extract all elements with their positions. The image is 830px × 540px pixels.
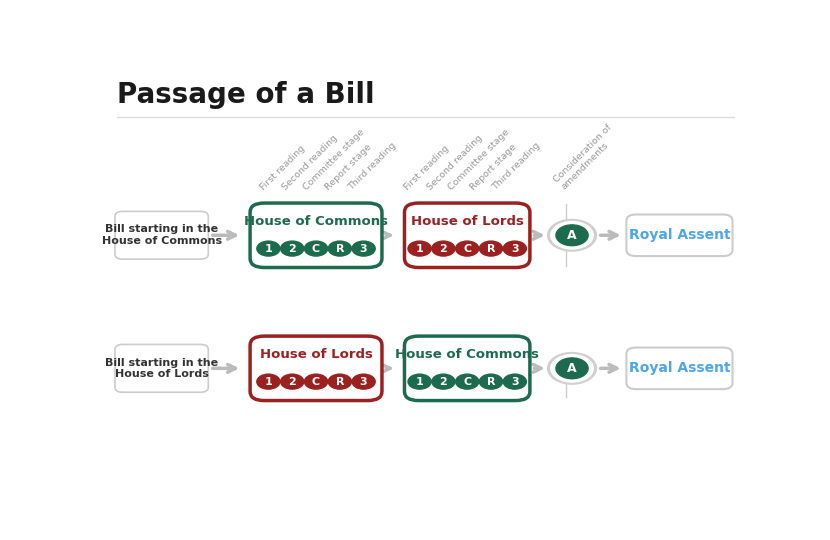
Text: Report stage: Report stage: [469, 142, 518, 192]
Text: R: R: [486, 244, 496, 254]
Text: Third reading: Third reading: [346, 140, 398, 192]
Text: House of Lords: House of Lords: [411, 215, 524, 228]
Text: C: C: [312, 244, 320, 254]
Text: R: R: [335, 376, 344, 387]
FancyBboxPatch shape: [250, 336, 382, 401]
Text: Second reading: Second reading: [281, 133, 339, 192]
Text: House of Commons: House of Commons: [244, 215, 388, 228]
Circle shape: [432, 374, 455, 389]
Text: 2: 2: [440, 376, 447, 387]
Text: C: C: [312, 376, 320, 387]
Text: Third reading: Third reading: [491, 140, 542, 192]
FancyBboxPatch shape: [404, 203, 530, 267]
Circle shape: [352, 241, 375, 256]
Circle shape: [556, 358, 588, 379]
Text: A: A: [567, 362, 577, 375]
Text: 2: 2: [288, 244, 296, 254]
Circle shape: [352, 374, 375, 389]
Circle shape: [456, 241, 479, 256]
Text: Committee stage: Committee stage: [447, 127, 511, 192]
Text: 1: 1: [265, 244, 272, 254]
Text: 3: 3: [511, 376, 519, 387]
Text: 2: 2: [440, 244, 447, 254]
Text: 1: 1: [416, 376, 423, 387]
Text: Consideration of
amendments: Consideration of amendments: [552, 123, 621, 192]
Circle shape: [548, 219, 597, 251]
Text: 1: 1: [265, 376, 272, 387]
Text: Passage of a Bill: Passage of a Bill: [116, 82, 374, 110]
Circle shape: [328, 241, 351, 256]
Circle shape: [551, 221, 593, 249]
Circle shape: [305, 241, 328, 256]
Text: House of Commons: House of Commons: [395, 348, 540, 361]
Circle shape: [408, 374, 431, 389]
Circle shape: [480, 241, 502, 256]
Text: 3: 3: [360, 244, 368, 254]
Text: Bill starting in the
House of Commons: Bill starting in the House of Commons: [101, 225, 222, 246]
Circle shape: [328, 374, 351, 389]
Text: 2: 2: [288, 376, 296, 387]
Circle shape: [503, 374, 526, 389]
Text: 3: 3: [360, 376, 368, 387]
FancyBboxPatch shape: [115, 211, 208, 259]
Circle shape: [281, 374, 304, 389]
Text: Bill starting in the
House of Lords: Bill starting in the House of Lords: [105, 357, 218, 379]
Text: First reading: First reading: [258, 144, 306, 192]
FancyBboxPatch shape: [627, 214, 733, 256]
Circle shape: [503, 241, 526, 256]
Circle shape: [408, 241, 431, 256]
Circle shape: [480, 374, 502, 389]
Text: 1: 1: [416, 244, 423, 254]
Text: Royal Assent: Royal Assent: [628, 228, 730, 242]
Text: C: C: [463, 244, 471, 254]
FancyBboxPatch shape: [627, 348, 733, 389]
Text: A: A: [567, 229, 577, 242]
Circle shape: [551, 355, 593, 382]
Text: First reading: First reading: [403, 144, 451, 192]
Text: R: R: [486, 376, 496, 387]
Circle shape: [256, 374, 280, 389]
Circle shape: [556, 225, 588, 246]
Text: 3: 3: [511, 244, 519, 254]
Text: Committee stage: Committee stage: [302, 127, 367, 192]
FancyBboxPatch shape: [115, 345, 208, 392]
Text: R: R: [335, 244, 344, 254]
Text: C: C: [463, 376, 471, 387]
Text: Report stage: Report stage: [324, 142, 374, 192]
Circle shape: [256, 241, 280, 256]
Circle shape: [456, 374, 479, 389]
Text: Royal Assent: Royal Assent: [628, 361, 730, 375]
Circle shape: [305, 374, 328, 389]
FancyBboxPatch shape: [250, 203, 382, 267]
Circle shape: [432, 241, 455, 256]
Circle shape: [548, 353, 597, 384]
Circle shape: [281, 241, 304, 256]
FancyBboxPatch shape: [404, 336, 530, 401]
Text: House of Lords: House of Lords: [260, 348, 373, 361]
Text: Second reading: Second reading: [426, 133, 484, 192]
